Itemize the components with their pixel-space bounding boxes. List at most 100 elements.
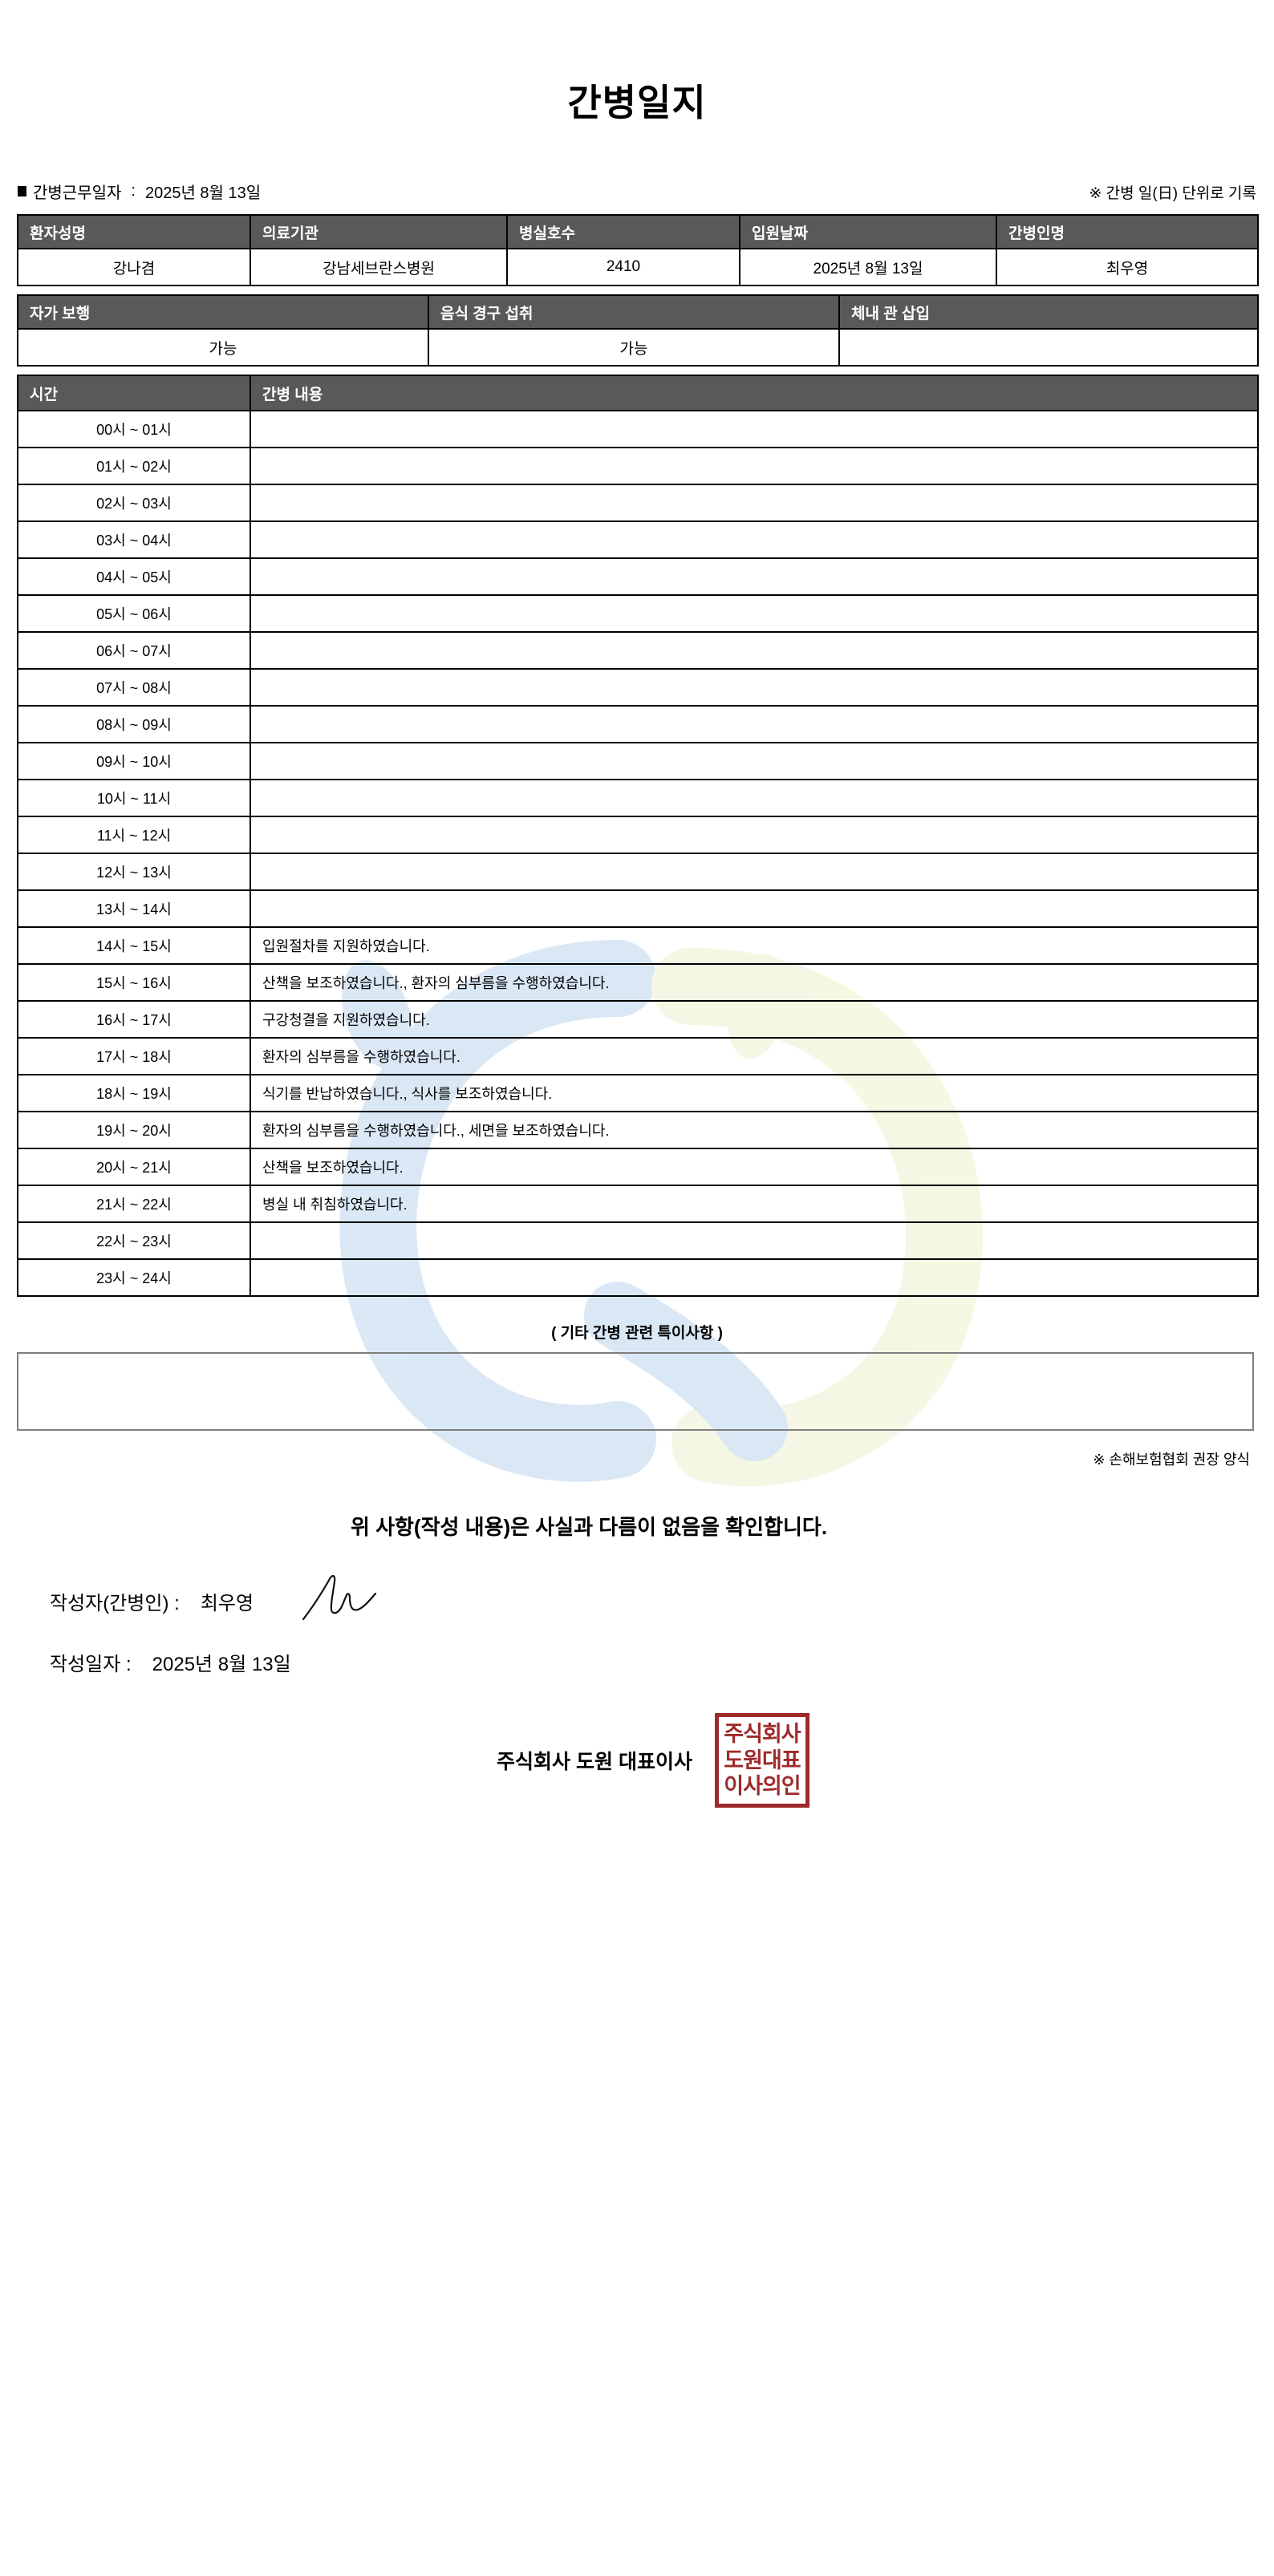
log-content-cell[interactable]: 환자의 심부름을 수행하였습니다. [250,1037,1259,1075]
table-row: 01시 ~ 02시 [17,447,1259,485]
log-content-cell[interactable] [250,484,1259,522]
seal-line-1: 주식회사 [724,1721,801,1747]
table-row: 04시 ~ 05시 [17,557,1259,596]
log-content-cell[interactable] [250,447,1259,485]
log-content-cell[interactable] [250,779,1259,817]
value-self-walking[interactable]: 가능 [17,328,429,367]
table-row: 05시 ~ 06시 [17,594,1259,633]
log-content-cell[interactable]: 입원절차를 지원하였습니다. [250,926,1259,965]
table-row: 19시 ~ 20시 환자의 심부름을 수행하였습니다., 세면을 보조하였습니다. [17,1111,1259,1149]
author-value[interactable]: 최우영 [200,1592,254,1614]
log-time-cell: 22시 ~ 23시 [17,1221,251,1260]
table-row: 07시 ~ 08시 [17,668,1259,707]
col-header-room-number: 병실호수 [506,214,740,249]
seal-line-3: 이사의인 [724,1774,801,1800]
log-time-cell: 21시 ~ 22시 [17,1185,251,1223]
col-header-caregiver-name: 간병인명 [996,214,1259,249]
log-time-cell: 05시 ~ 06시 [17,594,251,633]
write-date-value[interactable]: 2025년 8월 13일 [152,1654,291,1675]
table-row: 15시 ~ 16시 산책을 보조하였습니다., 환자의 심부름을 수행하였습니다. [17,963,1259,1002]
log-table-body: 00시 ~ 01시 01시 ~ 02시 02시 ~ 03시 03시 ~ 04시 04시 … [17,410,1259,1297]
table-row: 12시 ~ 13시 [17,853,1259,891]
condition-table: 자가 보행 음식 경구 섭취 체내 관 삽입 가능 가능 [17,294,1259,367]
log-content-cell[interactable]: 환자의 심부름을 수행하였습니다., 세면을 보조하였습니다. [250,1111,1259,1149]
page-title: 간병일지 [567,82,707,124]
work-date-label: 간병근무일자 [33,184,122,202]
meta-row: 간병근무일자 : 2025년 8월 13일 ※ 간병 일(日) 단위로 기록 [18,180,1256,203]
log-content-cell[interactable] [250,889,1259,928]
write-date-label: 작성일자 : [50,1654,132,1675]
value-admission-date[interactable]: 2025년 8월 13일 [739,248,997,286]
log-content-cell[interactable]: 구강청결을 지원하였습니다. [250,1000,1259,1039]
log-content-cell[interactable] [250,594,1259,633]
log-time-cell: 23시 ~ 24시 [17,1258,251,1297]
table-row: 08시 ~ 09시 [17,705,1259,743]
table-row: 10시 ~ 11시 [17,779,1259,817]
col-header-care-content: 간병 내용 [250,375,1259,411]
log-content-cell[interactable] [250,557,1259,596]
log-content-cell[interactable]: 식기를 반납하였습니다., 식사를 보조하였습니다. [250,1074,1259,1112]
confirmation-statement: 위 사항(작성 내용)은 사실과 다름이 없음을 확인합니다. [350,1515,828,1539]
col-header-hospital: 의료기관 [250,214,508,249]
remarks-title: ( 기타 간병 관련 특이사항 ) [551,1325,723,1342]
table-row: 13시 ~ 14시 [17,889,1259,928]
value-caregiver-name[interactable]: 최우영 [996,248,1259,286]
value-oral-intake[interactable]: 가능 [428,328,840,367]
company-name: 주식회사 도원 대표이사 [497,1751,692,1773]
value-patient-name[interactable]: 강나겸 [17,248,251,286]
log-time-cell: 14시 ~ 15시 [17,926,251,965]
patient-table-header-row: 환자성명 의료기관 병실호수 입원날짜 간병인명 [17,214,1259,249]
log-content-cell[interactable] [250,816,1259,854]
table-row: 22시 ~ 23시 [17,1221,1259,1260]
log-content-cell[interactable] [250,631,1259,670]
log-table-header-row: 시간 간병 내용 [17,375,1259,411]
log-time-cell: 04시 ~ 05시 [17,557,251,596]
value-room-number[interactable]: 2410 [506,248,740,286]
col-header-self-walking: 자가 보행 [17,294,429,330]
log-time-cell: 18시 ~ 19시 [17,1074,251,1112]
log-content-cell[interactable] [250,1258,1259,1297]
log-content-cell[interactable] [250,668,1259,707]
table-row: 17시 ~ 18시 환자의 심부름을 수행하였습니다. [17,1037,1259,1075]
table-spacer-2 [0,367,1274,375]
log-content-cell[interactable] [250,853,1259,891]
log-time-cell: 20시 ~ 21시 [17,1148,251,1186]
form-source-note: ※ 손해보험협회 권장 양식 [1093,1452,1250,1468]
log-content-cell[interactable] [250,742,1259,780]
log-time-cell: 08시 ~ 09시 [17,705,251,743]
table-row: 23시 ~ 24시 [17,1258,1259,1297]
log-time-cell: 15시 ~ 16시 [17,963,251,1002]
record-unit-note: ※ 간병 일(日) 단위로 기록 [1089,185,1256,202]
log-time-cell: 02시 ~ 03시 [17,484,251,522]
patient-info-table: 환자성명 의료기관 병실호수 입원날짜 간병인명 강나겸 강남세브란스병원 24… [17,214,1259,286]
col-header-tube-insertion: 체내 관 삽입 [838,294,1259,330]
signature-block: 작성자(간병인) : 최우영 작성일자 : 2025년 8월 13일 [50,1574,1274,1676]
log-content-cell[interactable]: 병실 내 취침하였습니다. [250,1185,1259,1223]
table-row: 16시 ~ 17시 구강청결을 지원하였습니다. [17,1000,1259,1039]
log-content-cell[interactable] [250,1221,1259,1260]
remarks-box[interactable] [17,1352,1254,1431]
table-row: 11시 ~ 12시 [17,816,1259,854]
value-tube-insertion[interactable] [838,328,1259,367]
col-header-admission-date: 입원날짜 [739,214,997,249]
table-spacer-1 [0,286,1274,294]
log-time-cell: 12시 ~ 13시 [17,853,251,891]
log-content-cell[interactable] [250,520,1259,559]
col-header-patient-name: 환자성명 [17,214,251,249]
log-content-cell[interactable]: 산책을 보조하였습니다., 환자의 심부름을 수행하였습니다. [250,963,1259,1002]
seal-line-2: 도원대표 [724,1748,801,1773]
author-row: 작성자(간병인) : 최우영 [50,1574,1274,1624]
table-row: 20시 ~ 21시 산책을 보조하였습니다. [17,1148,1259,1186]
log-content-cell[interactable] [250,410,1259,448]
log-content-cell[interactable]: 산책을 보조하였습니다. [250,1148,1259,1186]
log-time-cell: 03시 ~ 04시 [17,520,251,559]
log-content-cell[interactable] [250,705,1259,743]
table-row: 18시 ~ 19시 식기를 반납하였습니다., 식사를 보조하였습니다. [17,1074,1259,1112]
table-row: 14시 ~ 15시 입원절차를 지원하였습니다. [17,926,1259,965]
log-time-cell: 11시 ~ 12시 [17,816,251,854]
work-date-block: 간병근무일자 : 2025년 8월 13일 [18,180,261,203]
value-hospital[interactable]: 강남세브란스병원 [250,248,508,286]
log-time-cell: 07시 ~ 08시 [17,668,251,707]
square-bullet-icon [18,186,26,196]
table-row: 06시 ~ 07시 [17,631,1259,670]
